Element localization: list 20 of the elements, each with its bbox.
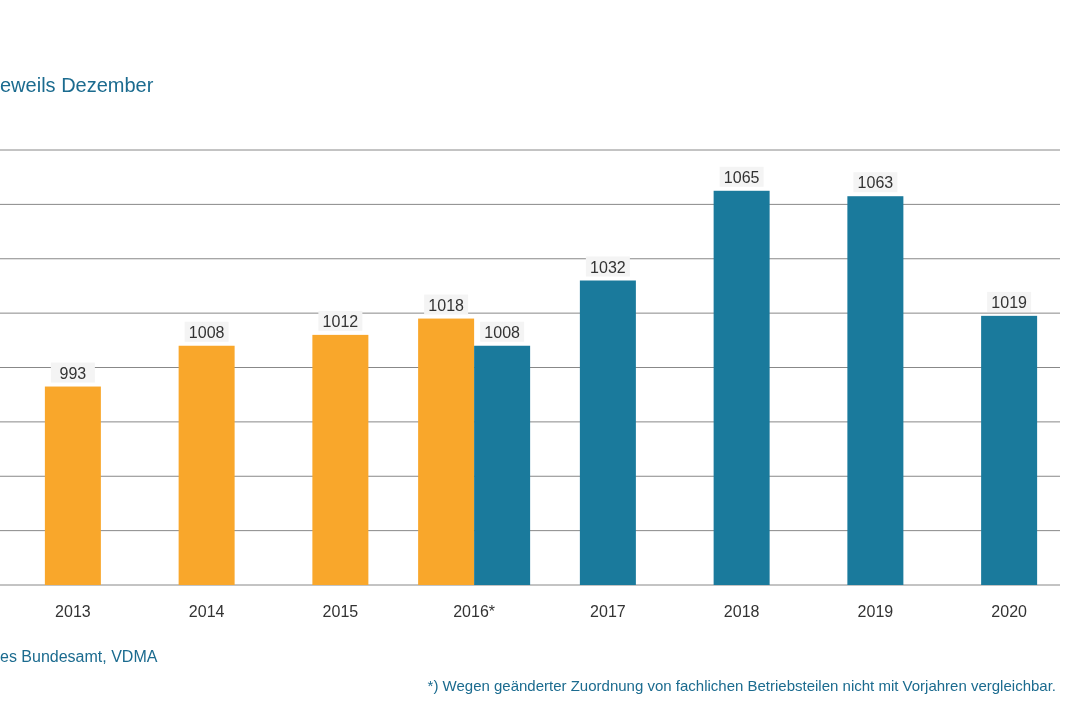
data-label: 993 [59,364,87,382]
text: *) Wegen geänderter Zuordnung von fachlichen Betriebsteilen nicht mit Vorjahren vergleichbar. [427,677,1056,694]
x-tick-label: 2014 [188,603,225,620]
data-label: 1032 [590,258,626,276]
text: es Bundesamt, VDMA [0,648,158,665]
data-label: 1012 [322,312,359,330]
x-tick-label: 2017 [590,603,626,620]
data-label: 1019 [991,293,1028,311]
x-tick-label: 2018 [723,603,760,620]
x-tick-label: 2020 [991,603,1028,620]
data-label: 1065 [723,168,760,186]
chart-subtitle: eweils Dezember [0,74,154,96]
data-label: 1063 [857,174,894,192]
x-tick-label: 2019 [857,603,894,620]
x-tick-label: 2013 [55,603,91,620]
x-tick-label: 2016* [453,603,496,620]
data-label: 1008 [188,323,225,341]
data-label: 1018 [428,296,465,314]
data-label: 1008 [484,323,521,341]
x-tick-label: 2015 [322,603,359,620]
